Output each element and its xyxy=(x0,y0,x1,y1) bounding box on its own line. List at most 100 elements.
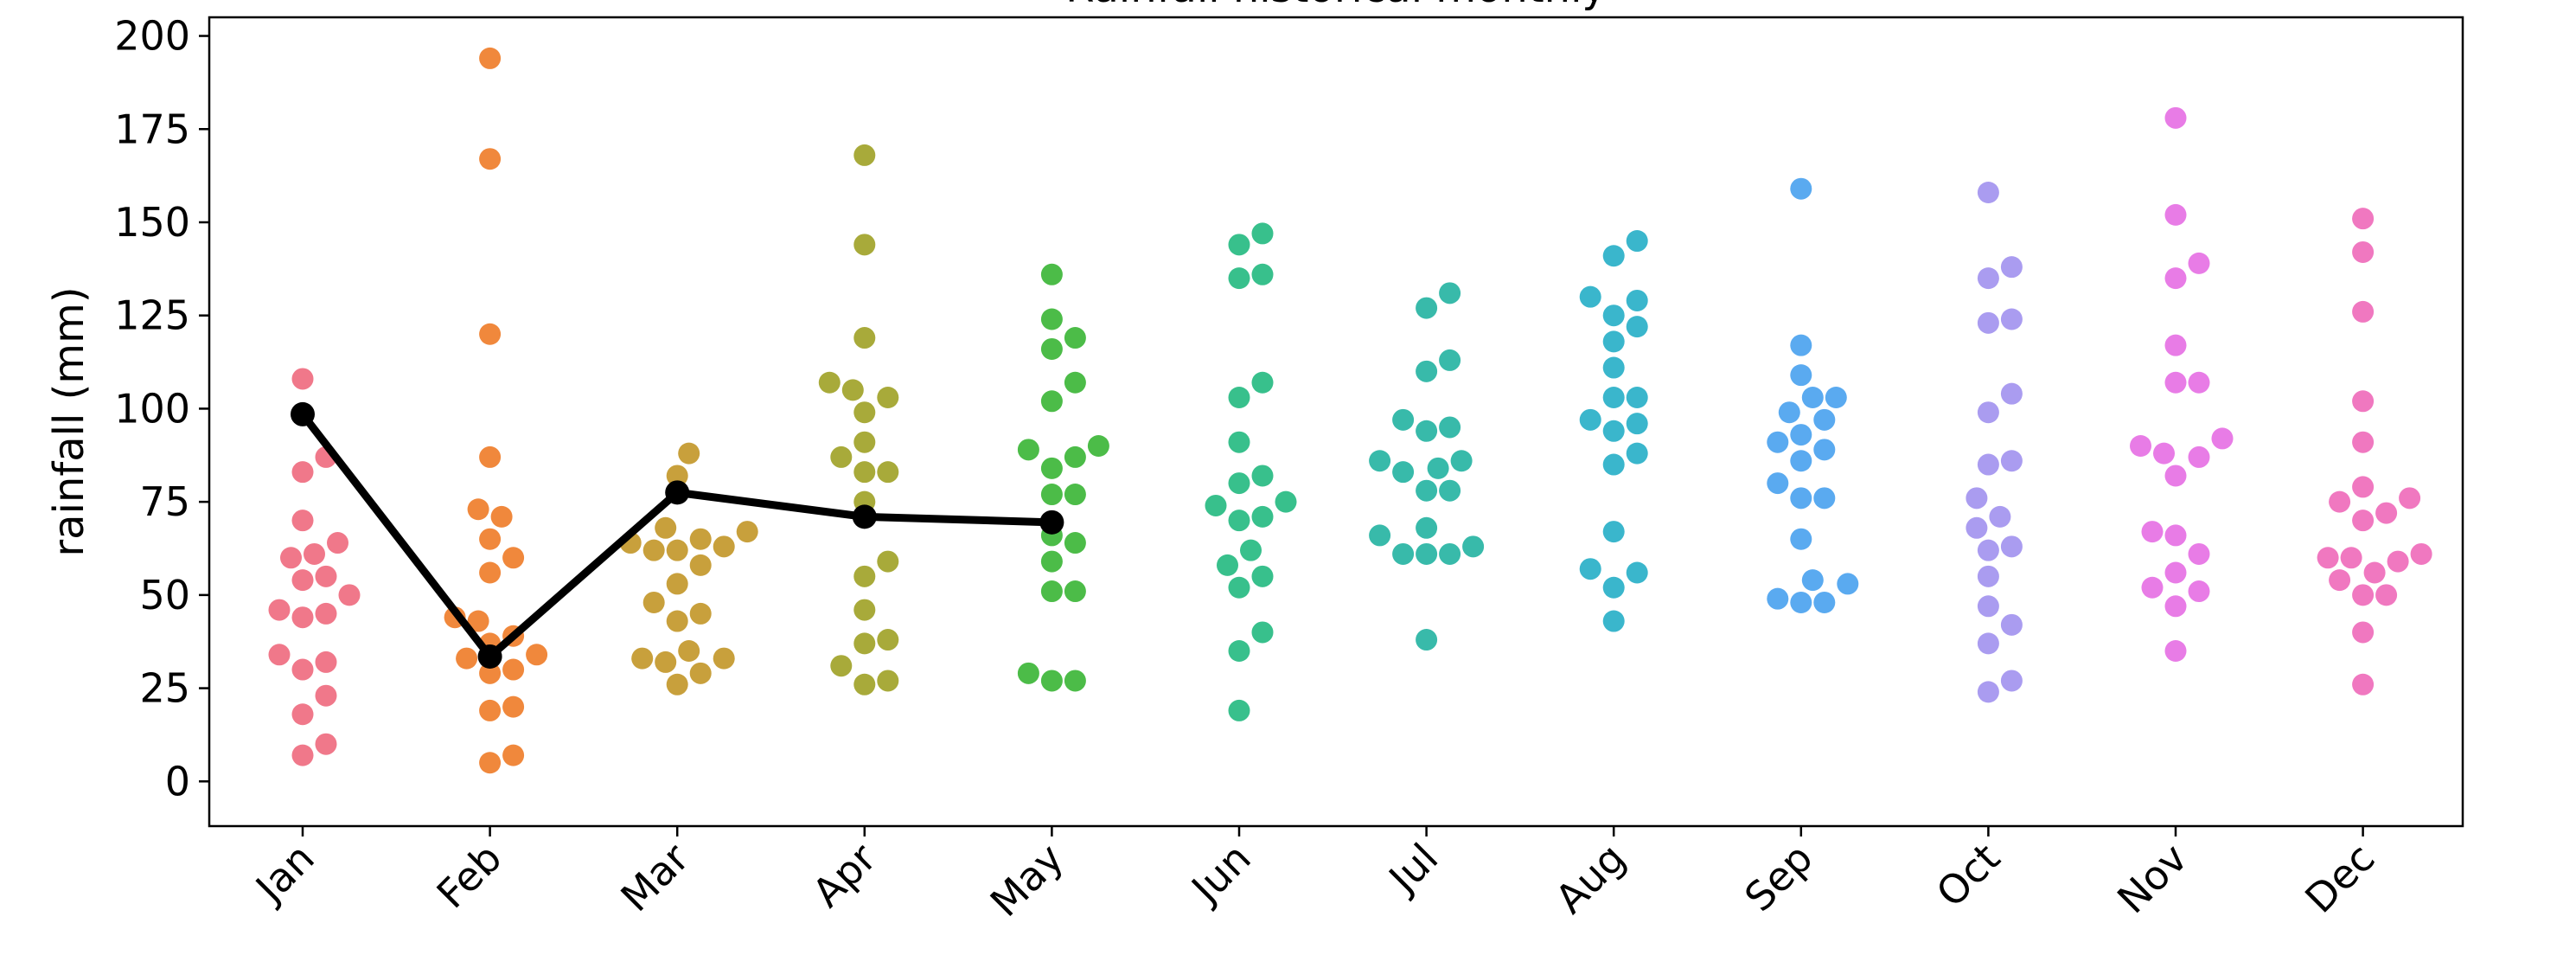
swarm-point xyxy=(479,323,502,345)
swarm-point xyxy=(2000,613,2023,636)
swarm-point xyxy=(853,401,876,424)
swarm-point xyxy=(2387,550,2409,573)
swarm-point xyxy=(280,547,302,569)
swarm-point xyxy=(1579,558,1601,580)
swarm-point xyxy=(2164,334,2187,356)
swarm-point xyxy=(1626,230,1648,253)
swarm-point xyxy=(713,647,735,670)
swarm-point xyxy=(291,744,314,766)
swarm-point xyxy=(1251,263,1274,285)
swarm-point xyxy=(2340,547,2362,569)
swarm-point xyxy=(1392,408,1415,431)
swarm-point xyxy=(315,651,337,673)
swarm-point xyxy=(2164,639,2187,662)
swarm-point xyxy=(1790,177,1812,200)
y-tick-label: 50 xyxy=(139,572,190,619)
x-tick-label: May xyxy=(981,835,1072,926)
swarm-point xyxy=(1602,330,1625,353)
swarm-point xyxy=(1040,308,1063,330)
swarm-point xyxy=(2164,267,2187,290)
swarm-point xyxy=(1813,408,1836,431)
swarm-point xyxy=(1790,487,1812,510)
y-axis-title: rainfall (mm) xyxy=(45,286,93,556)
swarm-point xyxy=(2188,580,2210,603)
swarm-point xyxy=(1064,670,1086,692)
swarm-point xyxy=(1813,487,1836,510)
swarm-point xyxy=(291,569,314,592)
swarm-point xyxy=(1228,431,1250,453)
swarm-point xyxy=(666,539,688,561)
swarm-point xyxy=(1064,484,1086,506)
swarm-point xyxy=(1626,442,1648,465)
swarm-point xyxy=(291,461,314,484)
swarm-point xyxy=(479,47,502,69)
swarm-point xyxy=(736,521,758,543)
chart-title: Rainfall historical monthly xyxy=(1065,0,1607,12)
swarm-point xyxy=(1251,371,1274,394)
swarm-point xyxy=(2164,465,2187,487)
swarm-point xyxy=(2352,584,2375,606)
swarm-point xyxy=(1369,524,1391,547)
swarm-point xyxy=(2164,524,2187,547)
swarm-point xyxy=(1977,311,1999,334)
swarm-point xyxy=(666,465,688,487)
swarm-point xyxy=(1439,479,1461,502)
swarm-point xyxy=(678,442,700,465)
swarm-point xyxy=(1040,337,1063,360)
x-tick-label: Jun xyxy=(1181,835,1260,913)
swarm-point xyxy=(1977,401,1999,424)
swarm-point xyxy=(2363,561,2386,584)
swarm-point xyxy=(2410,542,2432,565)
swarm-point xyxy=(1064,580,1086,603)
swarm-point xyxy=(291,703,314,726)
swarm-point xyxy=(877,670,899,692)
swarm-point xyxy=(2164,561,2187,584)
swarm-point xyxy=(853,461,876,484)
swarm-point xyxy=(853,565,876,587)
swarm-point xyxy=(268,644,291,666)
swarm-point xyxy=(315,684,337,707)
swarm-point xyxy=(2352,431,2375,453)
swarm-point xyxy=(502,695,525,718)
swarm-point xyxy=(1801,386,1824,408)
swarm-point xyxy=(689,554,712,576)
swarm-point xyxy=(2188,371,2210,394)
swarm-point xyxy=(2164,595,2187,618)
swarm-point xyxy=(1228,699,1250,721)
x-tick-label: Nov xyxy=(2108,835,2196,923)
swarm-point xyxy=(2188,445,2210,468)
mean-point xyxy=(852,504,877,529)
swarm-points-layer xyxy=(268,47,2432,774)
swarm-point xyxy=(841,379,864,401)
y-tick-label: 150 xyxy=(114,199,190,246)
swarm-point xyxy=(853,327,876,349)
mean-point xyxy=(1039,510,1064,535)
swarm-point xyxy=(2375,502,2398,524)
swarm-point xyxy=(877,629,899,651)
swarm-point xyxy=(1790,334,1812,356)
swarm-point xyxy=(315,565,337,587)
swarm-point xyxy=(1040,457,1063,479)
swarm-point xyxy=(655,516,677,539)
swarm-point xyxy=(268,599,291,621)
swarm-point xyxy=(2000,308,2023,330)
swarm-point xyxy=(1966,516,1988,539)
swarm-point xyxy=(1439,282,1461,304)
swarm-point xyxy=(291,658,314,681)
swarm-point xyxy=(1439,416,1461,439)
swarm-point xyxy=(1602,453,1625,476)
swarm-point xyxy=(1602,304,1625,327)
axes-layer: 0 25 50 75 100 125 150 175 200 Jan Feb Mar Apr May Jun… xyxy=(114,13,2464,926)
y-tick-label: 25 xyxy=(139,665,190,712)
swarm-point xyxy=(1040,550,1063,573)
swarm-point xyxy=(1251,565,1274,587)
x-tick-label: Oct xyxy=(1927,835,2009,916)
swarm-point xyxy=(1602,610,1625,632)
swarm-point xyxy=(1602,420,1625,442)
plot-frame xyxy=(208,16,2464,828)
swarm-point xyxy=(1813,591,1836,613)
swarm-point xyxy=(2352,673,2375,695)
swarm-point xyxy=(1790,424,1812,446)
swarm-point xyxy=(1790,450,1812,472)
